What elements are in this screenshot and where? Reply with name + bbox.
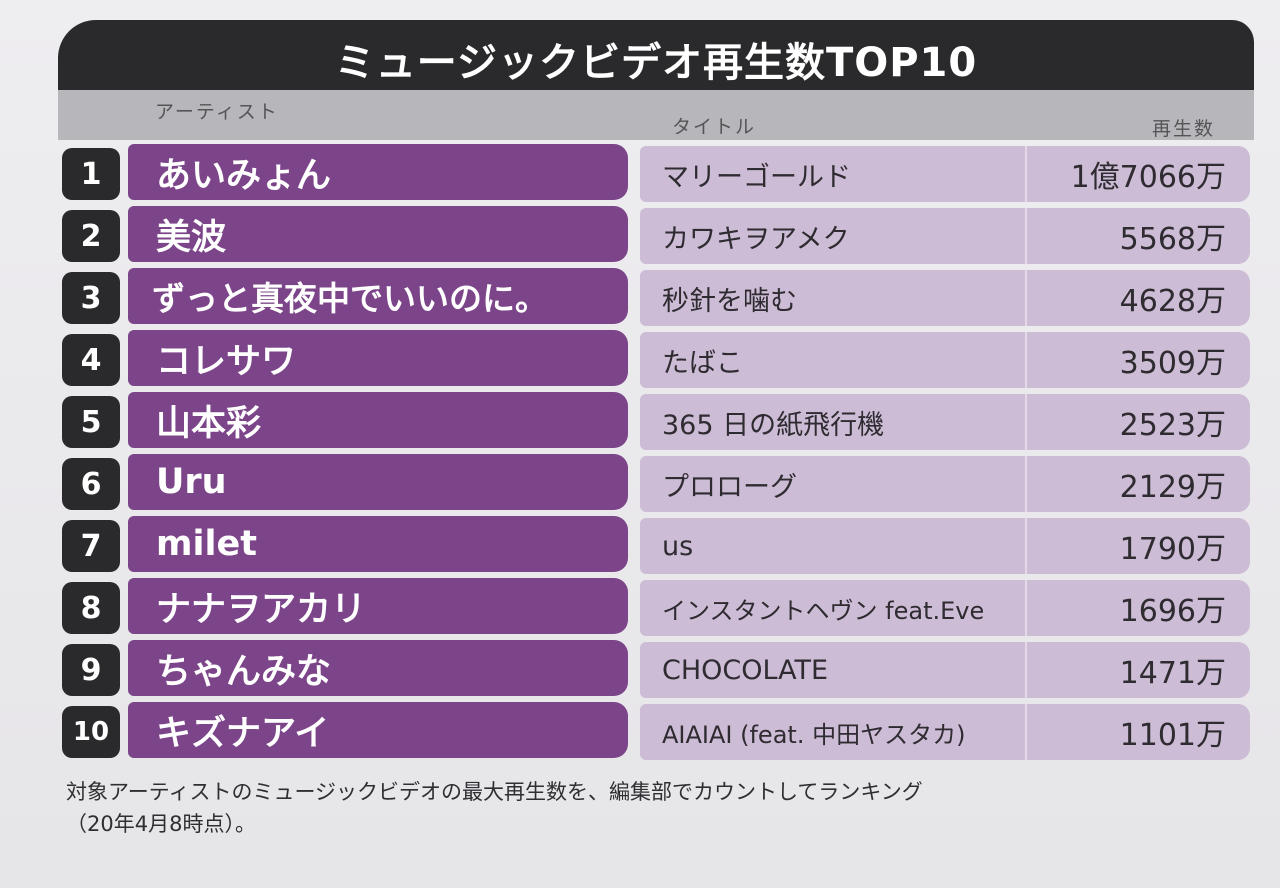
rank-badge: 2 xyxy=(62,210,120,262)
ranking-row: 6 Uru プロローグ 2129万 xyxy=(0,454,1280,512)
song-title: CHOCOLATE xyxy=(662,654,829,686)
play-count: 1696万 xyxy=(1119,594,1226,629)
play-count: 5568万 xyxy=(1119,222,1226,257)
rank-badge: 5 xyxy=(62,396,120,448)
song-title: たばこ xyxy=(662,347,743,379)
column-divider xyxy=(1025,580,1027,636)
column-divider xyxy=(1025,208,1027,264)
song-title: マリーゴールド xyxy=(662,161,851,193)
song-title: インスタントヘヴン feat.Eve xyxy=(662,596,985,625)
rank-badge: 7 xyxy=(62,520,120,572)
rank-badge: 9 xyxy=(62,644,120,696)
rank-badge: 3 xyxy=(62,272,120,324)
rank-badge: 1 xyxy=(62,148,120,200)
play-count: 1億7066万 xyxy=(1070,160,1226,195)
detail-band xyxy=(640,642,1250,698)
column-divider xyxy=(1025,394,1027,450)
column-divider xyxy=(1025,456,1027,512)
play-count: 3509万 xyxy=(1119,346,1226,381)
artist-name: Uru xyxy=(128,454,628,510)
artist-name: milet xyxy=(128,516,628,572)
detail-band xyxy=(640,580,1250,636)
detail-band xyxy=(640,456,1250,512)
song-title: プロローグ xyxy=(662,471,797,503)
rank-badge: 6 xyxy=(62,458,120,510)
column-divider xyxy=(1025,332,1027,388)
header-artist: アーティスト xyxy=(155,101,279,123)
column-divider xyxy=(1025,642,1027,698)
column-divider xyxy=(1025,270,1027,326)
column-divider xyxy=(1025,518,1027,574)
artist-name: キズナアイ xyxy=(128,702,628,758)
song-title: us xyxy=(662,530,694,562)
play-count: 2523万 xyxy=(1119,408,1226,443)
column-divider xyxy=(1025,704,1027,760)
artist-name: ずっと真夜中でいいのに。 xyxy=(128,268,628,324)
footnote-line-2: （20年4月8時点）。 xyxy=(66,812,256,836)
detail-band xyxy=(640,146,1250,202)
song-title: 秒針を噛む xyxy=(662,285,797,317)
ranking-row: 1 あいみょん マリーゴールド 1億7066万 xyxy=(0,144,1280,202)
ranking-row: 5 山本彩 365 日の紙飛行機 2523万 xyxy=(0,392,1280,450)
play-count: 1790万 xyxy=(1119,532,1226,567)
ranking-row: 8 ナナヲアカリ インスタントヘヴン feat.Eve 1696万 xyxy=(0,578,1280,636)
header-plays: 再生数 xyxy=(1152,118,1216,140)
song-title: AIAIAI (feat. 中田ヤスタカ) xyxy=(662,720,966,749)
artist-name: 山本彩 xyxy=(128,392,628,448)
play-count: 2129万 xyxy=(1119,470,1226,505)
column-header-bar xyxy=(58,90,1254,140)
footnote: 対象アーティストのミュージックビデオの最大再生数を、編集部でカウントしてランキン… xyxy=(66,776,923,840)
play-count: 1101万 xyxy=(1119,718,1226,753)
detail-band xyxy=(640,332,1250,388)
artist-name: ちゃんみな xyxy=(128,640,628,696)
detail-band xyxy=(640,704,1250,760)
column-divider xyxy=(1025,146,1027,202)
detail-band xyxy=(640,270,1250,326)
artist-name: コレサワ xyxy=(128,330,628,386)
artist-name: ナナヲアカリ xyxy=(128,578,628,634)
play-count: 4628万 xyxy=(1119,284,1226,319)
detail-band xyxy=(640,518,1250,574)
play-count: 1471万 xyxy=(1119,656,1226,691)
rank-badge: 8 xyxy=(62,582,120,634)
detail-band xyxy=(640,208,1250,264)
rank-badge: 4 xyxy=(62,334,120,386)
ranking-row: 9 ちゃんみな CHOCOLATE 1471万 xyxy=(0,640,1280,698)
ranking-row: 2 美波 カワキヲアメク 5568万 xyxy=(0,206,1280,264)
artist-name: あいみょん xyxy=(128,144,628,200)
artist-name: 美波 xyxy=(128,206,628,262)
ranking-row: 10 キズナアイ AIAIAI (feat. 中田ヤスタカ) 1101万 xyxy=(0,702,1280,760)
ranking-row: 3 ずっと真夜中でいいのに。 秒針を噛む 4628万 xyxy=(0,268,1280,326)
ranking-row: 7 milet us 1790万 xyxy=(0,516,1280,574)
detail-band xyxy=(640,394,1250,450)
rank-badge: 10 xyxy=(62,706,120,758)
song-title: 365 日の紙飛行機 xyxy=(662,409,885,441)
header-title: タイトル xyxy=(672,116,757,138)
ranking-row: 4 コレサワ たばこ 3509万 xyxy=(0,330,1280,388)
song-title: カワキヲアメク xyxy=(662,223,850,255)
footnote-line-1: 対象アーティストのミュージックビデオの最大再生数を、編集部でカウントしてランキン… xyxy=(66,780,923,804)
ranking-title: ミュージックビデオ再生数TOP10 xyxy=(58,20,1254,98)
